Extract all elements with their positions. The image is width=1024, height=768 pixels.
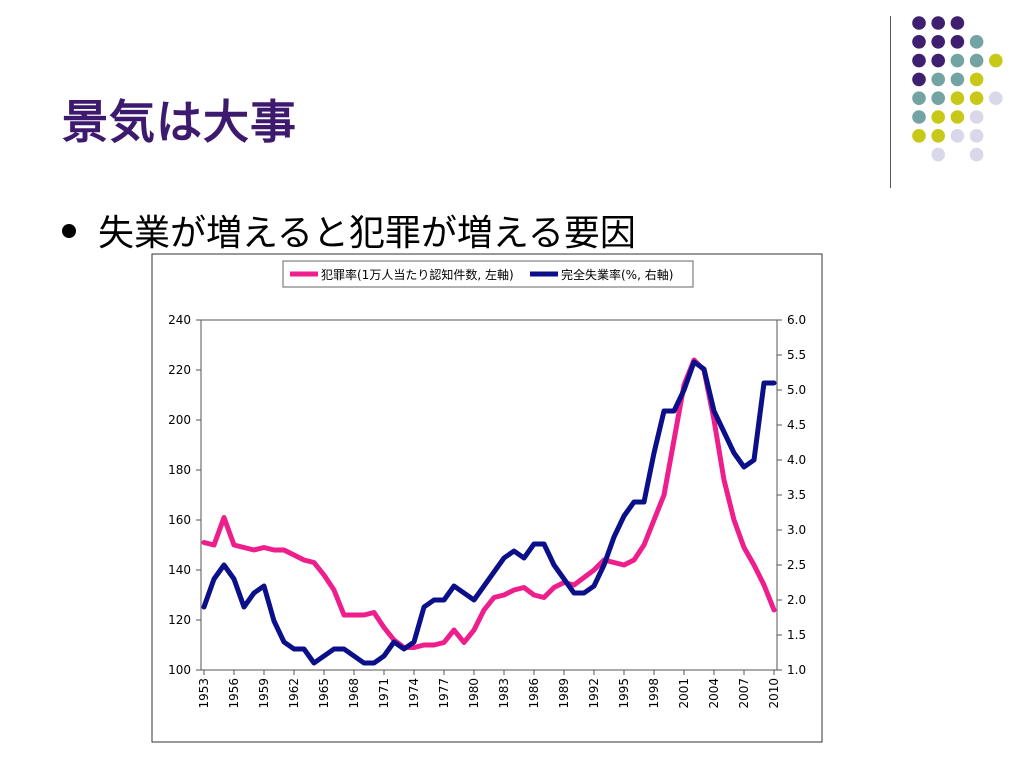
x-tick-label: 1992 xyxy=(587,678,601,709)
y-right-tick-label: 3.5 xyxy=(787,488,806,502)
bullet-item: 失業が増えると犯罪が増える要因 xyxy=(62,204,636,256)
decorative-dot xyxy=(950,53,965,68)
decorative-dot xyxy=(912,35,926,49)
decorative-dot xyxy=(950,91,965,105)
decorative-dot xyxy=(912,91,926,105)
x-tick-label: 1974 xyxy=(407,678,421,709)
x-tick-label: 1956 xyxy=(227,678,241,709)
y-left-tick-label: 180 xyxy=(168,463,191,477)
decorative-dot xyxy=(950,72,965,87)
y-left-tick-label: 220 xyxy=(168,363,191,377)
decorative-dot xyxy=(931,147,945,162)
decorative-dot xyxy=(931,91,945,105)
decorative-dot xyxy=(969,91,984,105)
y-right-tick-label: 2.0 xyxy=(787,593,806,607)
decorative-dot xyxy=(912,72,926,87)
y-right-tick-label: 1.0 xyxy=(787,663,806,677)
decorative-dot xyxy=(931,53,945,68)
legend-label-unemployment: 完全失業率(%, 右軸) xyxy=(561,267,673,282)
decorative-dot-grid xyxy=(912,16,1003,162)
decorative-dot xyxy=(969,129,984,143)
x-tick-label: 1962 xyxy=(287,678,301,709)
y-left-tick-label: 200 xyxy=(168,413,191,427)
x-tick-label: 2004 xyxy=(707,678,721,709)
decorative-dot xyxy=(912,16,926,30)
y-right-tick-label: 5.5 xyxy=(787,348,806,362)
decorative-dot xyxy=(931,72,945,87)
y-left-tick-label: 100 xyxy=(168,663,191,677)
decorative-dot xyxy=(931,16,945,30)
y-right-tick-label: 4.5 xyxy=(787,418,806,432)
decorative-dot xyxy=(950,110,965,124)
x-tick-label: 1983 xyxy=(497,678,511,709)
y-left-tick-label: 240 xyxy=(168,313,191,327)
chart-frame xyxy=(151,253,823,743)
decorative-dot xyxy=(931,110,945,124)
decorative-dot xyxy=(950,35,965,49)
legend-box xyxy=(282,260,694,288)
x-tick-label: 2001 xyxy=(677,678,691,709)
y-right-tick-label: 5.0 xyxy=(787,383,806,397)
x-tick-label: 1977 xyxy=(437,678,451,709)
decorative-dot xyxy=(969,147,984,162)
y-right-tick-label: 1.5 xyxy=(787,628,806,642)
y-left-tick-label: 120 xyxy=(168,613,191,627)
x-tick-label: 1989 xyxy=(557,678,571,709)
decorative-dot xyxy=(931,129,945,143)
decorative-dot xyxy=(931,35,945,49)
decorative-dot xyxy=(912,53,926,68)
x-tick-label: 1971 xyxy=(377,678,391,709)
bullet-dot-icon xyxy=(62,224,76,238)
bullet-text: 失業が増えると犯罪が増える要因 xyxy=(98,213,636,254)
y-right-tick-label: 6.0 xyxy=(787,313,806,327)
decorative-dot xyxy=(989,53,1003,68)
decorative-dot xyxy=(969,110,984,124)
y-left-tick-label: 160 xyxy=(168,513,191,527)
x-tick-label: 1995 xyxy=(617,678,631,709)
decorative-dot xyxy=(950,16,965,30)
decorative-dot xyxy=(969,53,984,68)
legend-label-crime: 犯罪率(1万人当たり認知件数, 左軸) xyxy=(321,267,514,282)
y-right-tick-label: 4.0 xyxy=(787,453,806,467)
decorative-dot xyxy=(912,110,926,124)
y-right-tick-label: 2.5 xyxy=(787,558,806,572)
series-line-unemployment xyxy=(201,359,777,666)
x-tick-label: 1980 xyxy=(467,678,481,709)
x-tick-label: 2010 xyxy=(767,678,781,709)
y-right-tick-label: 3.0 xyxy=(787,523,806,537)
decorative-dot xyxy=(989,91,1003,105)
x-tick-label: 1965 xyxy=(317,678,331,709)
decorative-dot xyxy=(969,72,984,87)
x-tick-label: 1968 xyxy=(347,678,361,709)
x-tick-label: 1953 xyxy=(197,678,211,709)
y-left-tick-label: 140 xyxy=(168,563,191,577)
decorative-divider xyxy=(890,16,891,188)
decorative-dot xyxy=(950,129,965,143)
x-tick-label: 1986 xyxy=(527,678,541,709)
decorative-dot xyxy=(912,129,926,143)
x-tick-label: 1959 xyxy=(257,678,271,709)
x-tick-label: 2007 xyxy=(737,678,751,709)
x-tick-label: 1998 xyxy=(647,678,661,709)
slide-title: 景気は大事 xyxy=(62,95,297,149)
decorative-dot xyxy=(969,35,984,49)
series-line-crime xyxy=(201,357,777,650)
